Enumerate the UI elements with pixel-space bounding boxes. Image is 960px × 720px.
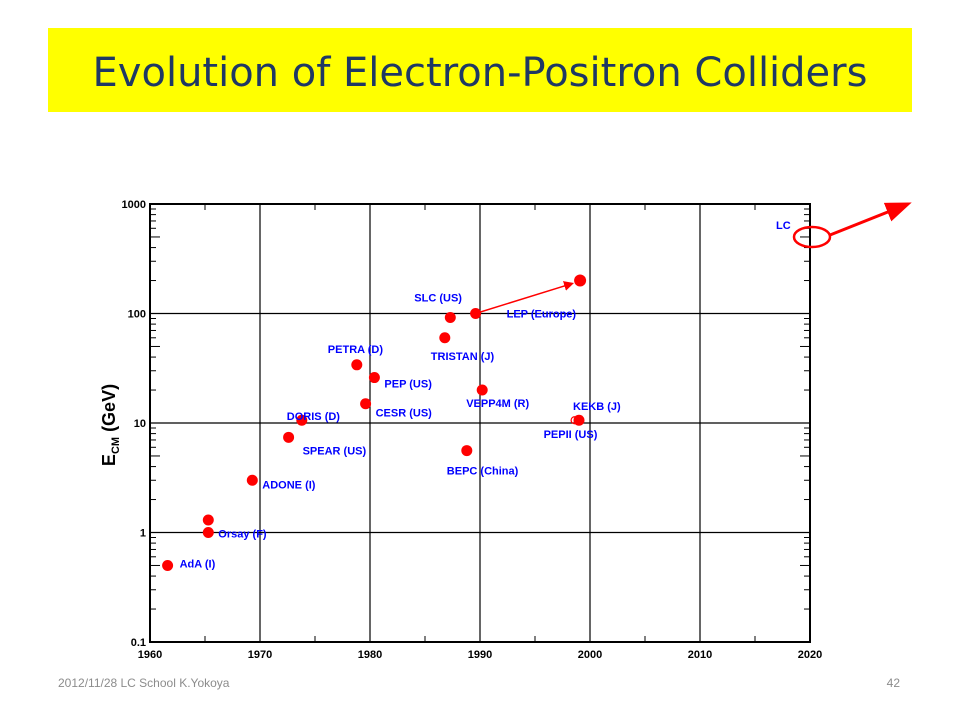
point-label: AdA (I)	[180, 558, 216, 570]
point-label: VEPP4M (R)	[466, 398, 529, 410]
point-label-layer: AdA (I) Orsay (F) ADONE (I) SPEAR (US) DORIS…	[180, 220, 791, 570]
x-tick-label: 2000	[578, 649, 602, 661]
data-point	[246, 474, 258, 486]
data-point	[162, 559, 174, 571]
y-tick-label: 100	[128, 309, 146, 321]
lc-future-arrow	[829, 202, 912, 237]
x-tick-label: 1990	[468, 649, 492, 661]
point-label: ADONE (I)	[262, 479, 316, 491]
x-tick-label: 1970	[248, 649, 272, 661]
point-label: LC	[776, 220, 791, 232]
point-label: TRISTAN (J)	[431, 351, 495, 363]
data-point	[574, 274, 587, 287]
data-point	[368, 372, 380, 384]
data-point	[570, 416, 579, 425]
y-axis-label-rest: (GeV)	[99, 384, 119, 437]
point-label: PEPII (US)	[544, 429, 598, 441]
y-axis-label-sub: CM	[110, 437, 122, 454]
data-point	[470, 308, 482, 319]
x-tick-label: 1980	[358, 649, 382, 661]
point-label: PEP (US)	[384, 379, 432, 391]
y-tick-label: 1000	[122, 199, 146, 211]
point-label: KEKB (J)	[573, 401, 621, 413]
point-label: BEPC (China)	[447, 466, 519, 478]
data-point	[296, 414, 308, 426]
data-point	[360, 398, 372, 410]
data-point	[202, 527, 214, 538]
lc-highlight-ellipse	[792, 225, 832, 249]
tick-layer	[150, 204, 810, 642]
page-number: 42	[886, 676, 900, 690]
data-point	[351, 359, 363, 371]
x-tick-label: 1960	[138, 649, 162, 661]
point-label: CESR (US)	[376, 408, 433, 420]
point-label: PETRA (D)	[328, 344, 384, 356]
trend-arrow-layer	[475, 202, 912, 315]
data-point	[461, 445, 473, 457]
y-axis-label-main: E	[99, 454, 119, 466]
data-point-layer	[162, 274, 587, 571]
x-tick-label: 2020	[798, 649, 822, 661]
data-point	[444, 311, 456, 323]
data-point	[439, 332, 451, 344]
slide-title: Evolution of Electron-Positron Colliders	[92, 50, 868, 96]
point-label: SLC (US)	[414, 292, 462, 304]
point-label: Orsay (F)	[218, 529, 267, 541]
point-label: DORIS (D)	[287, 411, 341, 423]
data-point	[283, 431, 295, 443]
y-tick-label: 10	[134, 418, 146, 430]
y-tick-label: 1	[140, 528, 146, 540]
point-label: LEP (Europe)	[507, 309, 577, 321]
data-point	[202, 514, 214, 526]
point-label: SPEAR (US)	[303, 445, 367, 457]
data-point	[476, 384, 488, 396]
grid-layer	[149, 203, 811, 643]
lep-upgrade-arrow	[475, 281, 575, 315]
footer-text: 2012/11/28 LC School K.Yokoya	[58, 676, 230, 690]
y-axis-label: ECM (GeV)	[99, 384, 122, 466]
y-tick-label: 0.1	[131, 637, 146, 649]
x-tick-label: 2010	[688, 649, 712, 661]
title-band: Evolution of Electron-Positron Colliders	[48, 28, 912, 112]
tick-label-layer: 1960 1970 1980 1990 2000 2010 2020 0.1 1 10 100 100…	[122, 199, 823, 661]
